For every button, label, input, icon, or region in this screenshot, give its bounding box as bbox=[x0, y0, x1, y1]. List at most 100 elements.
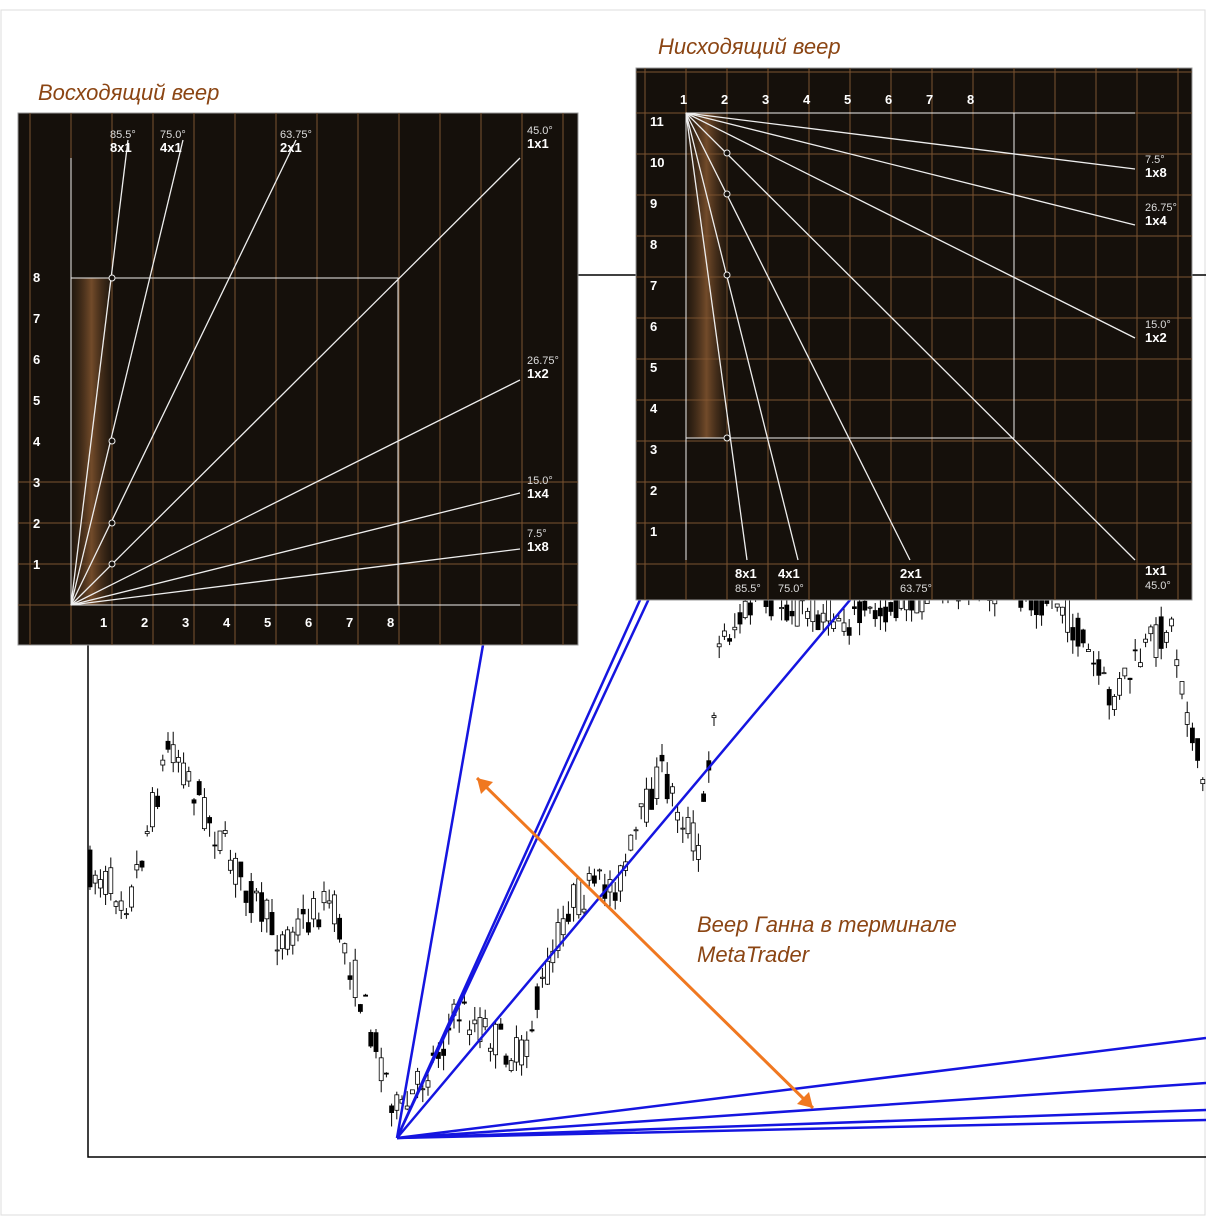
x-axis-label: 5 bbox=[264, 615, 271, 630]
candle-body bbox=[836, 618, 842, 622]
ray-ratio: 4x1 bbox=[778, 566, 800, 581]
panel-bg bbox=[635, 67, 1193, 601]
candle-body bbox=[186, 771, 192, 782]
candle-body bbox=[368, 1032, 374, 1047]
ray-angle: 45.0° bbox=[527, 125, 553, 137]
candle-body bbox=[794, 598, 800, 627]
candle-body bbox=[1060, 606, 1065, 616]
left-title: Восходящий веер bbox=[38, 80, 219, 105]
candle-body bbox=[139, 860, 145, 868]
candle-body bbox=[560, 918, 566, 936]
candle-body bbox=[472, 1019, 478, 1025]
candle-body bbox=[113, 901, 119, 907]
grid bbox=[18, 113, 578, 645]
candle-body bbox=[789, 610, 795, 617]
ray-angle: 85.5° bbox=[735, 583, 761, 595]
candle-body bbox=[108, 867, 114, 894]
ray-ratio: 1x1 bbox=[527, 136, 549, 151]
candle-body bbox=[779, 607, 784, 610]
candle-body bbox=[1127, 677, 1133, 680]
fan-line bbox=[395, 644, 485, 1139]
candle-body bbox=[1195, 738, 1200, 761]
candle-body bbox=[222, 830, 228, 834]
candle-body bbox=[92, 874, 98, 884]
ray-angle: 15.0° bbox=[527, 475, 553, 487]
candle-body bbox=[378, 1057, 384, 1082]
fan-ray bbox=[70, 492, 521, 606]
fan-ray bbox=[70, 139, 297, 606]
candle-body bbox=[1044, 599, 1050, 604]
candle-body bbox=[253, 890, 259, 894]
y-axis-label: 9 bbox=[650, 196, 657, 211]
candle-body bbox=[872, 610, 878, 620]
candle-body bbox=[540, 976, 545, 979]
candle-body bbox=[529, 1029, 535, 1032]
ray-angle: 15.0° bbox=[1145, 319, 1171, 331]
candle-body bbox=[852, 606, 857, 609]
ray-ratio: 2x1 bbox=[900, 566, 922, 581]
fan-ray bbox=[70, 548, 521, 606]
candle-body bbox=[1179, 681, 1185, 695]
y-axis-label: 5 bbox=[650, 360, 657, 375]
candle-body bbox=[1164, 632, 1169, 643]
x-axis-label: 5 bbox=[844, 92, 851, 107]
ray-angle: 75.0° bbox=[160, 129, 186, 141]
y-axis-label: 7 bbox=[33, 311, 40, 326]
candle-body bbox=[321, 891, 327, 904]
candle-body bbox=[155, 795, 161, 807]
y-axis-label: 1 bbox=[33, 557, 40, 572]
ray-dot bbox=[723, 190, 731, 198]
y-axis-label: 2 bbox=[33, 516, 40, 531]
candle-body bbox=[592, 875, 597, 884]
candle-body bbox=[311, 898, 317, 920]
fan-ray bbox=[685, 112, 1136, 561]
ray-dot bbox=[108, 519, 116, 527]
candle-body bbox=[555, 922, 561, 951]
candle-body bbox=[487, 1047, 493, 1052]
candle-body bbox=[659, 754, 665, 762]
candle-body bbox=[862, 600, 868, 611]
y-axis-label: 1 bbox=[650, 524, 657, 539]
candle-body bbox=[248, 881, 254, 914]
candle-body bbox=[519, 1039, 524, 1066]
x-axis-label: 8 bbox=[387, 615, 394, 630]
candle-body bbox=[389, 1105, 395, 1113]
candle-body bbox=[1054, 603, 1060, 608]
page-border bbox=[0, 9, 1206, 1216]
candle-body bbox=[1184, 712, 1190, 725]
candle-body bbox=[576, 878, 582, 916]
candle-body bbox=[664, 773, 670, 800]
fan-line bbox=[396, 1108, 1206, 1140]
candle-body bbox=[217, 830, 223, 851]
candle-body bbox=[441, 1048, 447, 1056]
ray-angle: 45.0° bbox=[1145, 580, 1171, 592]
candle-body bbox=[857, 601, 862, 624]
x-axis-label: 7 bbox=[926, 92, 933, 107]
candle-body bbox=[1065, 595, 1070, 633]
fan-line bbox=[396, 1081, 1206, 1140]
candle-body bbox=[696, 845, 701, 860]
candle-body bbox=[618, 865, 623, 892]
candle-body bbox=[196, 781, 202, 796]
fan-ray bbox=[70, 379, 521, 606]
candle-body bbox=[815, 614, 821, 631]
ray-ratio: 2x1 bbox=[280, 140, 302, 155]
candle-body bbox=[638, 803, 644, 808]
fan-line bbox=[396, 1118, 1206, 1140]
left-panel: 85.5°8x175.0°4x163.75°2x145.0°1x126.75°1… bbox=[17, 112, 579, 646]
ray-angle: 26.75° bbox=[527, 355, 559, 367]
candle-body bbox=[680, 827, 686, 830]
ray-dot bbox=[723, 271, 731, 279]
candle-body bbox=[878, 607, 883, 617]
ray-angle: 26.75° bbox=[1145, 202, 1177, 214]
ray-dot bbox=[108, 274, 116, 282]
candle-body bbox=[685, 817, 691, 835]
candle-body bbox=[649, 788, 654, 810]
ray-angle: 85.5° bbox=[110, 129, 136, 141]
candle-body bbox=[1018, 599, 1024, 608]
candle-body bbox=[628, 834, 634, 851]
candle-body bbox=[144, 831, 150, 835]
candle-body bbox=[233, 857, 239, 885]
candle-body bbox=[227, 859, 233, 871]
candle-body bbox=[467, 1029, 473, 1036]
